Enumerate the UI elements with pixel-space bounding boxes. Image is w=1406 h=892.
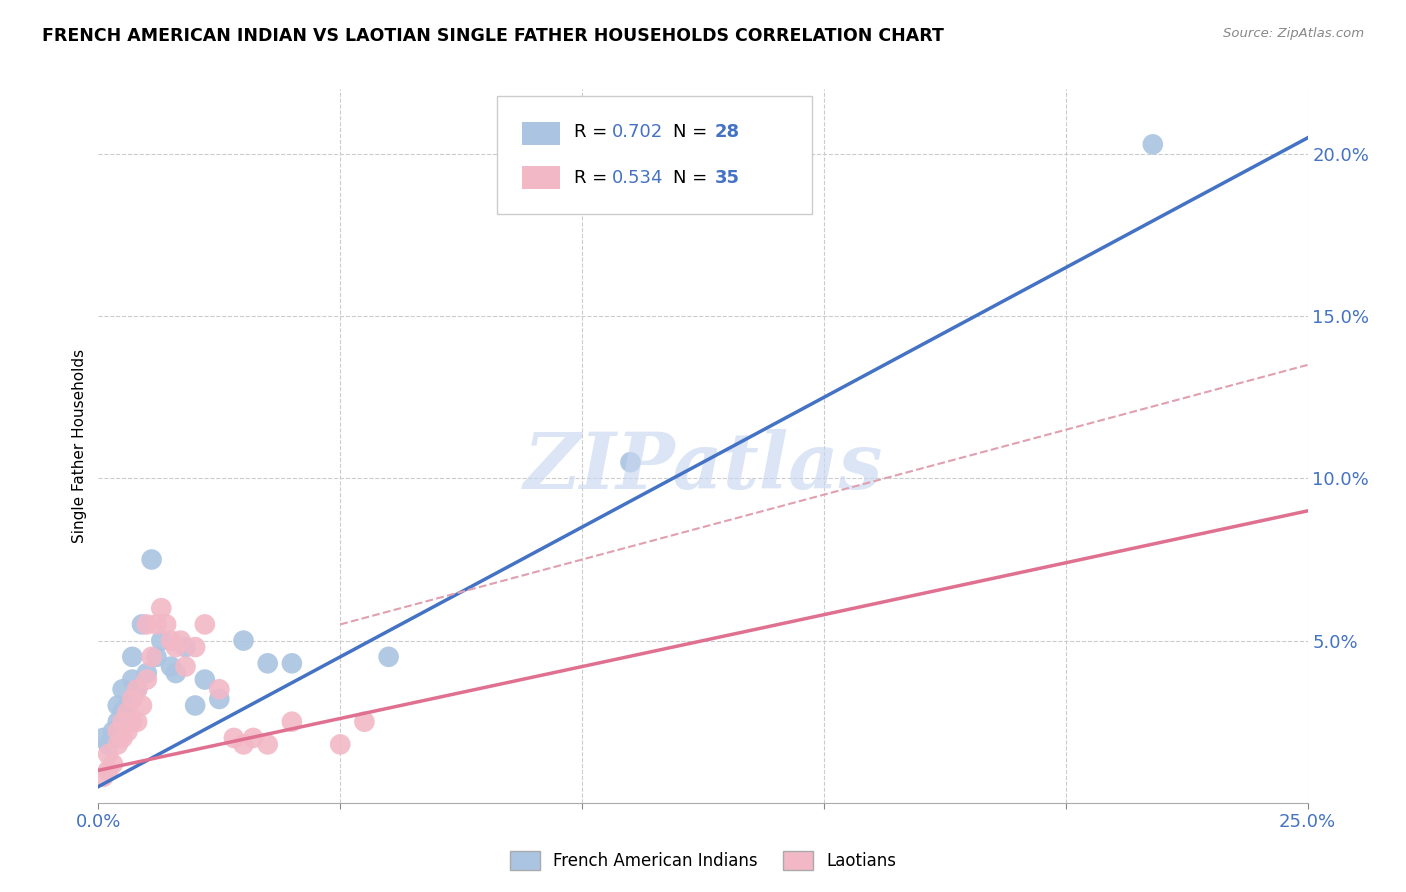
FancyBboxPatch shape [522, 166, 561, 189]
Point [194, 673, 217, 687]
Point [208, 692, 231, 706]
Point [194, 617, 217, 632]
Point [281, 714, 304, 729]
Point [165, 666, 187, 681]
Text: R =: R = [574, 169, 613, 186]
Point [242, 731, 264, 745]
Point [135, 666, 157, 681]
Point [174, 659, 197, 673]
Point [117, 698, 139, 713]
Point [127, 682, 149, 697]
Point [97, 738, 120, 752]
Point [145, 617, 167, 632]
Point [377, 649, 399, 664]
Point [222, 731, 245, 745]
Point [131, 698, 153, 713]
Text: N =: N = [673, 169, 713, 186]
Point [111, 731, 134, 745]
Text: 35: 35 [716, 169, 740, 186]
Point [121, 714, 143, 729]
Point [160, 633, 183, 648]
Point [91, 731, 114, 745]
Point [111, 682, 134, 697]
Point [169, 633, 191, 648]
Point [111, 714, 134, 729]
Point [353, 714, 375, 729]
Point [329, 738, 352, 752]
Point [256, 657, 278, 671]
Text: Source: ZipAtlas.com: Source: ZipAtlas.com [1223, 27, 1364, 40]
Y-axis label: Single Father Households: Single Father Households [72, 349, 87, 543]
Point [145, 649, 167, 664]
Point [208, 682, 231, 697]
Point [174, 640, 197, 654]
Point [127, 682, 149, 697]
Point [101, 724, 124, 739]
Point [135, 617, 157, 632]
Text: ZIPatlas: ZIPatlas [523, 429, 883, 506]
Point [101, 756, 124, 771]
Point [107, 724, 129, 739]
Point [165, 640, 187, 654]
FancyBboxPatch shape [522, 122, 561, 145]
Point [131, 617, 153, 632]
Point [121, 692, 143, 706]
Point [232, 633, 254, 648]
Point [619, 455, 641, 469]
Point [121, 673, 143, 687]
Point [117, 705, 139, 719]
Point [256, 738, 278, 752]
Text: 0.534: 0.534 [613, 169, 664, 186]
Text: 28: 28 [716, 123, 740, 141]
Text: N =: N = [673, 123, 713, 141]
Text: FRENCH AMERICAN INDIAN VS LAOTIAN SINGLE FATHER HOUSEHOLDS CORRELATION CHART: FRENCH AMERICAN INDIAN VS LAOTIAN SINGLE… [42, 27, 943, 45]
Point [160, 659, 183, 673]
FancyBboxPatch shape [498, 96, 811, 214]
Point [141, 552, 163, 566]
Point [97, 764, 120, 778]
Point [184, 698, 207, 713]
Point [155, 617, 177, 632]
Point [91, 770, 114, 784]
Point [281, 657, 304, 671]
Point [1142, 137, 1164, 152]
Point [127, 714, 149, 729]
Legend: French American Indians, Laotians: French American Indians, Laotians [503, 844, 903, 877]
Point [135, 673, 157, 687]
Point [150, 601, 173, 615]
Text: 0.702: 0.702 [613, 123, 664, 141]
Point [107, 714, 129, 729]
Point [232, 738, 254, 752]
Point [121, 649, 143, 664]
Point [97, 747, 120, 761]
Point [150, 633, 173, 648]
Text: R =: R = [574, 123, 613, 141]
Point [184, 640, 207, 654]
Point [107, 698, 129, 713]
Point [117, 724, 139, 739]
Point [111, 705, 134, 719]
Point [107, 738, 129, 752]
Point [141, 649, 163, 664]
